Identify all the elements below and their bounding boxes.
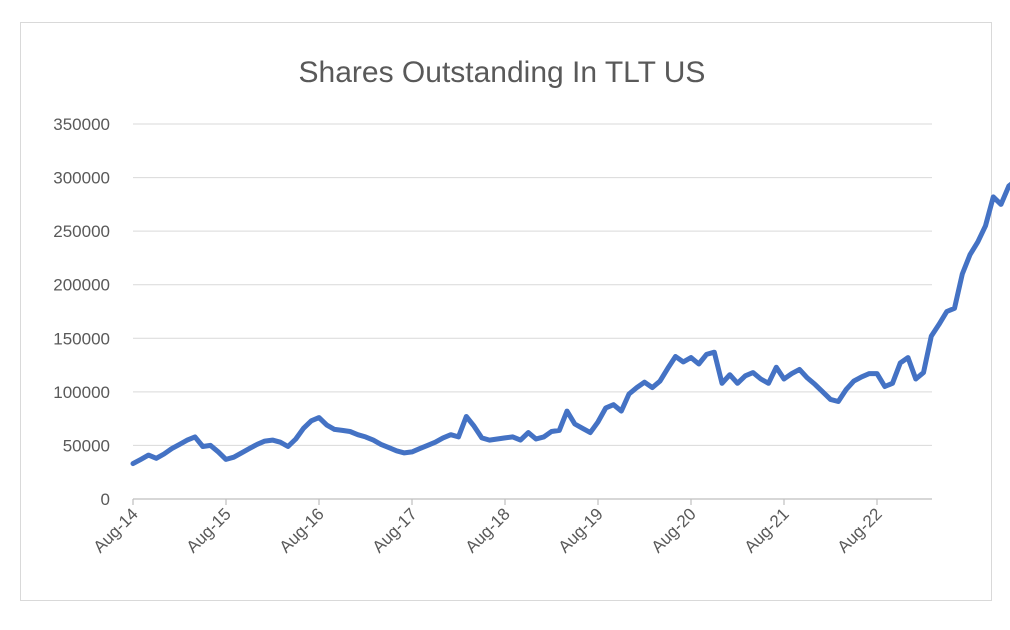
- y-tick-label: 0: [101, 490, 110, 509]
- x-tick-label: Aug-20: [648, 504, 700, 556]
- y-tick-label: 300000: [53, 169, 110, 188]
- y-tick-label: 200000: [53, 276, 110, 295]
- x-tick-label: Aug-21: [741, 504, 793, 556]
- y-tick-label: 150000: [53, 329, 110, 348]
- grid-lines: [133, 123, 932, 446]
- x-tick-label: Aug-14: [90, 504, 142, 556]
- x-tick-label: Aug-18: [462, 504, 514, 556]
- y-tick-label: 100000: [53, 383, 110, 402]
- chart-frame: [20, 22, 992, 601]
- x-tick-label: Aug-17: [369, 504, 421, 556]
- x-tick-label: Aug-22: [834, 504, 886, 556]
- y-axis-ticks: 0 50000 100000 150000 200000 250000 300000 3500…: [53, 115, 110, 509]
- y-tick-label: 50000: [63, 436, 110, 455]
- chart-title: Shares Outstanding In TLT US: [299, 56, 706, 89]
- x-tick-label: Aug-19: [555, 504, 607, 556]
- x-axis-ticks: Aug-14 Aug-15 Aug-16 Aug-17 Aug-18 Aug-19 Aug-…: [90, 499, 886, 557]
- x-tick-label: Aug-15: [183, 504, 235, 556]
- x-tick-label: Aug-16: [276, 504, 328, 556]
- series-line: [130, 181, 1010, 467]
- y-tick-label: 350000: [53, 115, 110, 134]
- y-tick-label: 250000: [53, 222, 110, 241]
